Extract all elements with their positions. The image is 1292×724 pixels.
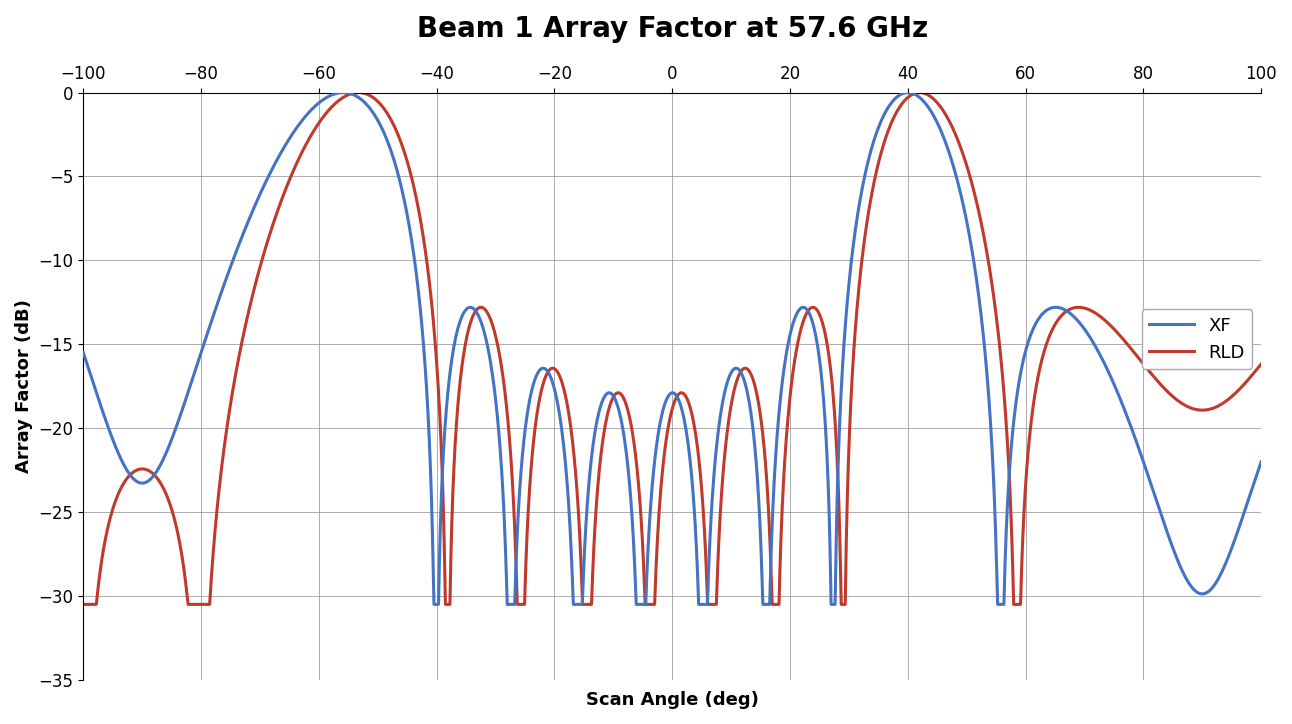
- RLD: [651, 506, 667, 515]
- X-axis label: Scan Angle (deg): Scan Angle (deg): [585, 691, 758, 709]
- RLD: [306, 126, 322, 135]
- XF: [124, 473, 140, 481]
- XF: [1253, 458, 1269, 466]
- XF: [75, 348, 90, 357]
- RLD: [81, 600, 97, 609]
- RLD: [146, 470, 162, 479]
- RLD: [75, 600, 90, 609]
- RLD: [124, 468, 140, 477]
- Legend: XF, RLD: XF, RLD: [1142, 309, 1252, 369]
- XF: [651, 423, 667, 432]
- RLD: [350, 88, 366, 97]
- XF: [336, 88, 351, 97]
- Title: Beam 1 Array Factor at 57.6 GHz: Beam 1 Array Factor at 57.6 GHz: [416, 15, 928, 43]
- RLD: [1253, 360, 1269, 369]
- Line: RLD: RLD: [83, 93, 1261, 605]
- Line: XF: XF: [83, 93, 1261, 605]
- XF: [81, 364, 97, 373]
- RLD: [1191, 405, 1207, 414]
- XF: [1191, 589, 1207, 597]
- Y-axis label: Array Factor (dB): Array Factor (dB): [16, 299, 34, 473]
- XF: [146, 471, 162, 480]
- XF: [426, 600, 442, 609]
- XF: [306, 103, 322, 111]
